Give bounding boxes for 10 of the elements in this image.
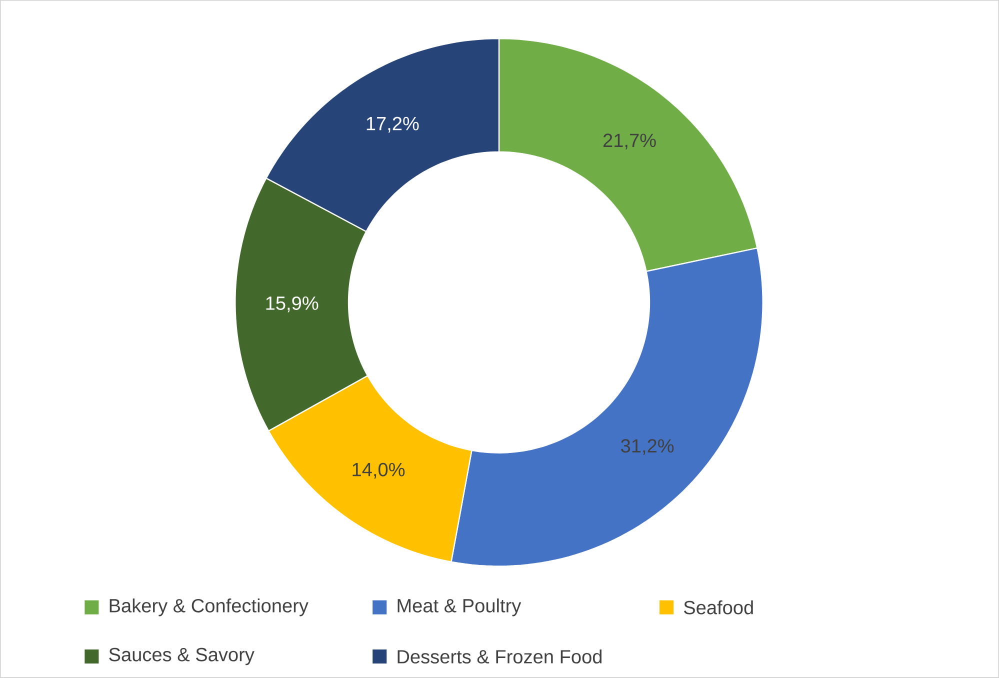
legend-label: Bakery & Confectionery (110, 598, 308, 616)
legend-label: Seafood (684, 600, 753, 614)
legend-label: Meat & Poultry (398, 598, 522, 616)
data-label: 17,2% (366, 116, 419, 133)
data-label: 14,0% (352, 462, 405, 479)
data-label: 31,2% (621, 439, 674, 455)
legend-label: Desserts & Frozen Food (398, 650, 602, 664)
data-label: 21,7% (603, 134, 656, 150)
legend-label: Sauces & Savory (109, 648, 254, 666)
data-label: 15,9% (266, 296, 318, 312)
